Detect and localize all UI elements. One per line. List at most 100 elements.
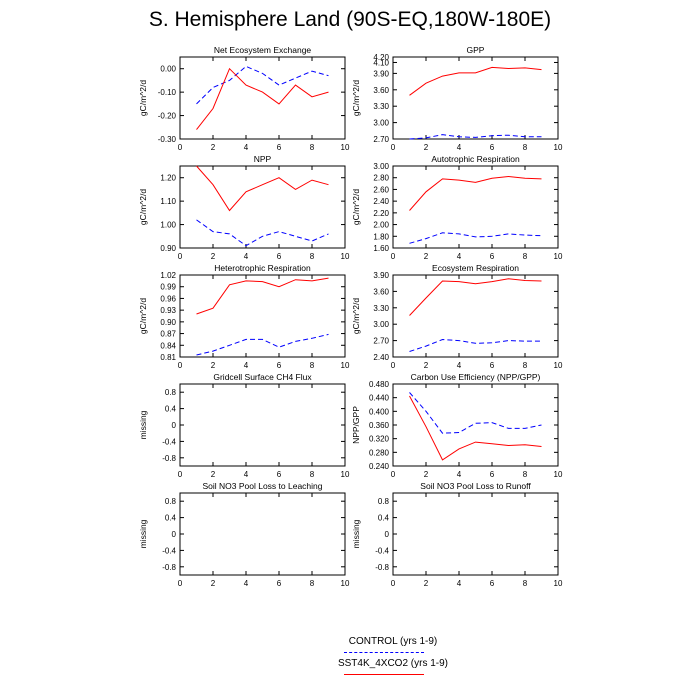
legend-control-label: CONTROL (yrs 1-9)	[348, 636, 438, 647]
panel-9-x-tick-label: 8	[310, 579, 315, 588]
panel-2-y-tick-label: 3.30	[373, 102, 389, 111]
panel-3-plot-frame	[179, 165, 346, 249]
panel-2-plot-frame	[392, 56, 559, 140]
panel-1-plot-frame	[179, 56, 346, 140]
panel-3-y-tick-label: 1.10	[160, 197, 176, 206]
panel-3-control-series-line	[196, 219, 329, 247]
panel-3-x-tick-label: 6	[277, 252, 282, 261]
panel-4-x-tick-label: 10	[554, 252, 563, 261]
panel-2-x-tick-label: 10	[554, 143, 563, 152]
page-title: S. Hemisphere Land (90S-EQ,180W-180E)	[148, 8, 552, 31]
panel-1-x-tick-label: 6	[277, 143, 282, 152]
panel-10-y-tick-label: 0	[385, 530, 390, 539]
panel-2-x-tick-label: 0	[391, 143, 396, 152]
panel-4-x-tick-label: 8	[523, 252, 528, 261]
panel-3-sst4k-series-line	[196, 165, 329, 212]
panel-3-y-axis-label: gC/m^2/d	[138, 189, 148, 225]
panel-4-y-tick-label: 2.80	[373, 174, 389, 183]
panel-5-y-tick-label: 0.99	[160, 283, 176, 292]
panel-10-x-tick-label: 2	[424, 579, 429, 588]
panel-10-x-tick-label: 10	[554, 579, 563, 588]
panel-6-sst4k-series-line	[409, 278, 542, 316]
panel-5-y-tick-label: 0.96	[160, 294, 176, 303]
panel-2-y-tick-label: 3.60	[373, 86, 389, 95]
panel-10-plot-frame	[392, 492, 559, 576]
legend-sst4k-label: SST4K_4XCO2 (yrs 1-9)	[337, 658, 449, 669]
panel-4-sst4k-series-line	[409, 175, 542, 211]
panel-2-x-tick-label: 6	[490, 143, 495, 152]
panel-9-x-tick-label: 6	[277, 579, 282, 588]
panel-5-title: Heterotrophic Respiration	[214, 263, 311, 273]
panel-9-x-tick-label: 2	[211, 579, 216, 588]
panel-5-x-tick-label: 4	[244, 361, 249, 370]
panel-7-y-tick-label: 0	[172, 421, 177, 430]
panel-8-y-tick-label: 0.280	[369, 448, 390, 457]
panel-6-title: Ecosystem Respiration	[432, 263, 519, 273]
panel-8-x-tick-label: 8	[523, 470, 528, 479]
panel-4-x-tick-label: 2	[424, 252, 429, 261]
panel-7-plot-frame	[179, 383, 346, 467]
panel-3-title: NPP	[254, 154, 272, 164]
panel-9-x-tick-label: 0	[178, 579, 183, 588]
panel-4-y-tick-label: 2.00	[373, 221, 389, 230]
panel-5-plot-frame	[179, 274, 346, 358]
panel-6-x-tick-label: 2	[424, 361, 429, 370]
panel-5-x-tick-label: 10	[341, 361, 350, 370]
panel-10-y-axis-label: missing	[351, 519, 361, 548]
panel-8-y-tick-label: 0.360	[369, 421, 390, 430]
panel-8-y-tick-label: 0.240	[369, 462, 390, 471]
panel-5-x-tick-label: 6	[277, 361, 282, 370]
panel-8-y-tick-label: 0.440	[369, 394, 390, 403]
panel-2-y-tick-label: 4.20	[373, 53, 389, 62]
panel-2-y-tick-label: 2.70	[373, 135, 389, 144]
panel-4-y-tick-label: 1.60	[373, 244, 389, 253]
panel-1-y-tick-label: -0.20	[158, 112, 177, 121]
panel-1-y-axis-label: gC/m^2/d	[138, 80, 148, 116]
panel-1-title: Net Ecosystem Exchange	[214, 45, 312, 55]
panel-5-sst4k-series-line	[196, 277, 329, 315]
panel-7-x-tick-label: 0	[178, 470, 183, 479]
panel-2-y-tick-label: 4.10	[373, 58, 389, 67]
panel-5-y-tick-label: 0.87	[160, 330, 176, 339]
panel-10-y-tick-label: -0.8	[375, 563, 389, 572]
panel-3-x-tick-label: 8	[310, 252, 315, 261]
panel-7-y-tick-label: -0.4	[162, 437, 176, 446]
panel-4-title: Autotrophic Respiration	[431, 154, 520, 164]
panel-3-y-tick-label: 1.20	[160, 174, 176, 183]
panel-6-y-tick-label: 3.60	[373, 287, 389, 296]
panel-7-y-tick-label: 0.4	[165, 405, 177, 414]
panel-7-x-tick-label: 2	[211, 470, 216, 479]
panel-5-y-axis-label: gC/m^2/d	[138, 298, 148, 334]
panel-8-y-tick-label: 0.480	[369, 380, 390, 389]
panel-7-y-tick-label: -0.8	[162, 454, 176, 463]
panel-3-x-tick-label: 0	[178, 252, 183, 261]
panel-1-control-series-line	[196, 65, 329, 105]
panel-5-control-series-line	[196, 333, 329, 356]
panel-5-y-tick-label: 0.84	[160, 341, 176, 350]
panel-8-x-tick-label: 6	[490, 470, 495, 479]
panel-4-x-tick-label: 4	[457, 252, 462, 261]
panel-6-x-tick-label: 0	[391, 361, 396, 370]
panel-7-x-tick-label: 10	[341, 470, 350, 479]
panel-2-sst4k-series-line	[409, 66, 542, 96]
panel-9-y-tick-label: -0.4	[162, 546, 176, 555]
panel-2-x-tick-label: 4	[457, 143, 462, 152]
panel-5-x-tick-label: 0	[178, 361, 183, 370]
panel-6-x-tick-label: 6	[490, 361, 495, 370]
panel-4-x-tick-label: 6	[490, 252, 495, 261]
panel-6-y-tick-label: 2.40	[373, 353, 389, 362]
panel-4-y-tick-label: 2.20	[373, 209, 389, 218]
panel-2-y-tick-label: 3.00	[373, 119, 389, 128]
panel-7-x-tick-label: 6	[277, 470, 282, 479]
panel-8-y-tick-label: 0.320	[369, 435, 390, 444]
panel-4-y-tick-label: 2.60	[373, 185, 389, 194]
panel-3-x-tick-label: 2	[211, 252, 216, 261]
panel-6-y-tick-label: 3.90	[373, 271, 389, 280]
panel-2-y-axis-label: gC/m^2/d	[351, 80, 361, 116]
panel-9-y-axis-label: missing	[138, 519, 148, 548]
panel-10-x-tick-label: 4	[457, 579, 462, 588]
panel-10-y-tick-label: 0.8	[378, 497, 390, 506]
panel-1-x-tick-label: 2	[211, 143, 216, 152]
panel-8-control-series-line	[409, 392, 542, 434]
